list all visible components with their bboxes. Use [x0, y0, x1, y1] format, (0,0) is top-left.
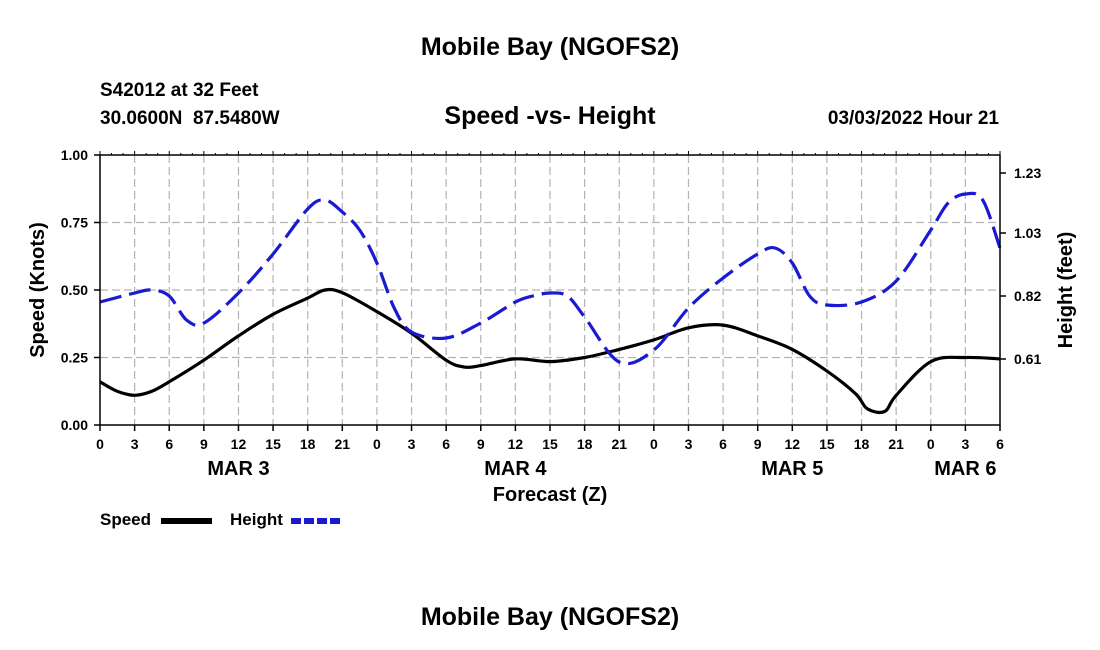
x-tick-label: 0	[650, 436, 658, 452]
y2-tick-label: 0.82	[1014, 288, 1041, 304]
coordinates-label: 30.0600N 87.5480W	[100, 108, 280, 129]
x-tick-label: 3	[408, 436, 416, 452]
x-tick-label: 0	[373, 436, 381, 452]
x-tick-label: 0	[96, 436, 104, 452]
series-line-height	[99, 191, 1002, 366]
x-tick-label: 12	[785, 436, 801, 452]
series-line-speed	[99, 287, 1001, 415]
x-tick-label: 15	[542, 436, 558, 452]
x-tick-label: 3	[131, 436, 139, 452]
y2-tick-label: 0.61	[1014, 351, 1041, 367]
axis-labels: 0 3 6 9 12 15 18 21 0 3 6 9 12 15 18 21 0 3 6 9 12 15 18 21 0 3 6M…	[61, 147, 1042, 480]
day-label: MAR 5	[761, 458, 823, 480]
y-tick-label: 1.00	[61, 147, 88, 163]
x-tick-label: 0	[927, 436, 935, 452]
chart-subtitle: Speed -vs- Height	[444, 102, 656, 130]
x-tick-label: 3	[961, 436, 969, 452]
x-tick-label: 9	[477, 436, 485, 452]
x-tick-label: 12	[231, 436, 247, 452]
x-tick-label: 9	[200, 436, 208, 452]
day-label: MAR 4	[484, 458, 547, 480]
x-tick-label: 6	[996, 436, 1004, 452]
y-tick-label: 0.00	[61, 417, 88, 433]
page-title: Mobile Bay (NGOFS2)	[421, 33, 679, 61]
day-label: MAR 6	[934, 458, 996, 480]
y-tick-label: 0.75	[61, 215, 88, 231]
legend-speed-label: Speed	[100, 510, 151, 529]
x-tick-label: 18	[854, 436, 870, 452]
x-tick-label: 6	[165, 436, 173, 452]
y2-axis-title: Height (feet)	[1055, 232, 1077, 349]
legend-height-label: Height	[230, 510, 283, 529]
y-tick-label: 0.25	[61, 350, 88, 366]
grid	[100, 155, 1000, 425]
x-tick-label: 21	[335, 436, 351, 452]
x-tick-label: 21	[888, 436, 904, 452]
x-tick-label: 12	[508, 436, 524, 452]
x-axis-title: Forecast (Z)	[493, 484, 607, 506]
plot-frame	[99, 154, 1001, 426]
y2-tick-label: 1.03	[1014, 225, 1041, 241]
series-layer	[99, 191, 1002, 415]
x-tick-label: 6	[719, 436, 727, 452]
x-tick-label: 9	[754, 436, 762, 452]
x-tick-label: 15	[265, 436, 281, 452]
forecast-date: 03/03/2022 Hour 21	[828, 108, 1000, 129]
day-label: MAR 3	[207, 458, 269, 480]
x-tick-label: 6	[442, 436, 450, 452]
x-tick-label: 21	[611, 436, 627, 452]
y-tick-label: 0.50	[61, 282, 88, 298]
y2-tick-label: 1.23	[1014, 165, 1041, 181]
x-tick-label: 15	[819, 436, 835, 452]
station-label: S42012 at 32 Feet	[100, 80, 259, 101]
legend: Speed Height	[100, 510, 342, 529]
x-tick-label: 3	[685, 436, 693, 452]
y-axis-title: Speed (Knots)	[27, 222, 49, 358]
x-tick-label: 18	[577, 436, 593, 452]
footer-title: Mobile Bay (NGOFS2)	[421, 603, 679, 631]
x-tick-label: 18	[300, 436, 316, 452]
